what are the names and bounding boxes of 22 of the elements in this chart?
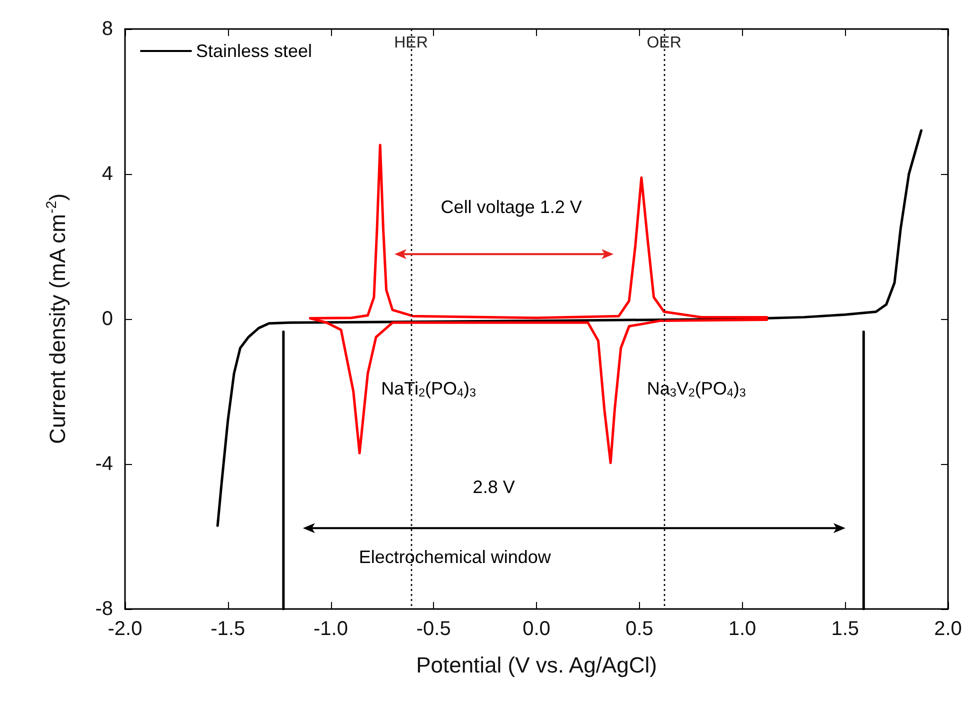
x-tick-label: 0.0 [522,618,550,640]
x-tick-label: 1.0 [728,618,756,640]
annotation: Cell voltage 1.2 V [440,196,582,217]
ref-line-label: HER [394,34,428,52]
legend-label: Stainless steel [196,41,312,61]
y-axis-title: Current density (mA cm-2) [44,193,70,444]
x-tick-label: -1.0 [314,618,348,640]
y-tick-label: -4 [95,453,113,475]
ref-line-label: OER [646,34,682,52]
x-axis-title: Potential (V vs. Ag/AgCl) [416,652,657,678]
x-tick-label: 0.5 [625,618,654,640]
y-tick-label: -8 [95,598,113,620]
annotation: 2.8 V [472,477,515,498]
y-tick-label: 0 [102,308,113,330]
x-tick-label: -0.5 [416,618,451,640]
annotation: Electrochemical window [358,547,552,568]
x-tick-label: -1.5 [210,618,246,640]
x-tick-label: -2.0 [108,618,142,640]
y-tick-label: 8 [102,18,113,40]
y-tick-label: 4 [102,163,113,185]
x-tick-label: 2.0 [934,618,962,640]
x-tick-label: 1.5 [831,618,860,640]
